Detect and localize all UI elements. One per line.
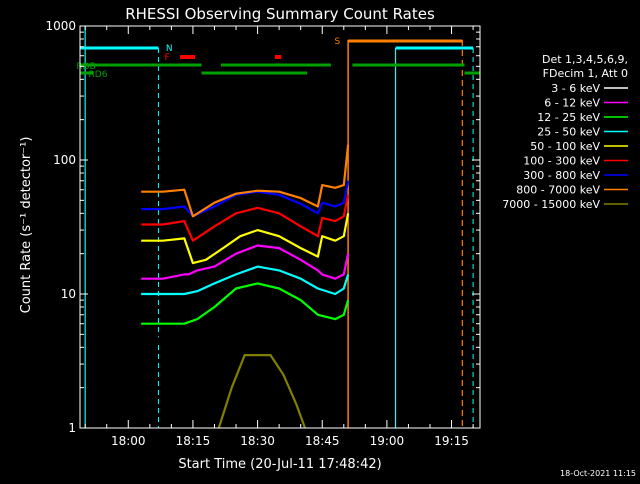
plot-frame: [79, 25, 481, 429]
series-line-4: [141, 265, 350, 296]
legend: Det 1,3,4,5,6,9,FDecim 1, Att 0 3 - 6 keV…: [502, 53, 628, 211]
series-line-8: [141, 144, 350, 218]
series-line-6: [141, 194, 350, 242]
legend-entry: 300 - 800 keV: [523, 169, 600, 182]
legend-entry: 3 - 6 keV: [551, 82, 600, 95]
legend-entry: 7000 - 15000 keV: [502, 198, 600, 211]
flag-label-f: F: [164, 53, 169, 63]
flag-label-rd6: RD6: [89, 70, 108, 80]
x-tick-label: 18:30: [240, 434, 275, 448]
x-tick-label: 18:00: [111, 434, 146, 448]
series-line-2: [141, 244, 350, 280]
x-axis-label: Start Time (20-Jul-11 17:48:42): [178, 457, 381, 472]
flag-label-n: N: [166, 44, 173, 54]
flag-label-s: S: [334, 37, 340, 47]
x-tick-label: 18:15: [176, 434, 211, 448]
series-line-3: [141, 282, 350, 325]
series-line-9: [217, 354, 307, 429]
y-axis-label: Count Rate (s⁻¹ detector⁻¹): [19, 137, 34, 314]
legend-entry: 6 - 12 keV: [544, 97, 600, 110]
flag-label-rdb: RDB: [76, 62, 95, 72]
footer-timestamp: 18-Oct-2021 11:15: [560, 469, 636, 478]
x-tick-label: 18:45: [305, 434, 340, 448]
x-tick-label: 19:00: [370, 434, 405, 448]
series-line-7: [141, 180, 350, 218]
legend-entry: 100 - 300 keV: [523, 155, 600, 168]
legend-entry: 50 - 100 keV: [530, 140, 600, 153]
series-line-5: [141, 213, 350, 265]
y-tick-label: 1: [68, 421, 76, 435]
legend-entry: 12 - 25 keV: [537, 111, 600, 124]
legend-entry: 25 - 50 keV: [537, 126, 600, 139]
x-tick-label: 19:15: [434, 434, 469, 448]
y-tick-label: 1000: [45, 19, 76, 33]
y-tick-label: 10: [61, 287, 76, 301]
legend-header: FDecim 1, Att 0: [543, 67, 628, 80]
legend-header: Det 1,3,4,5,6,9,: [542, 53, 628, 66]
legend-entry: 800 - 7000 keV: [516, 184, 600, 197]
y-tick-label: 100: [53, 153, 76, 167]
chart-title: RHESSI Observing Summary Count Rates: [125, 5, 435, 23]
